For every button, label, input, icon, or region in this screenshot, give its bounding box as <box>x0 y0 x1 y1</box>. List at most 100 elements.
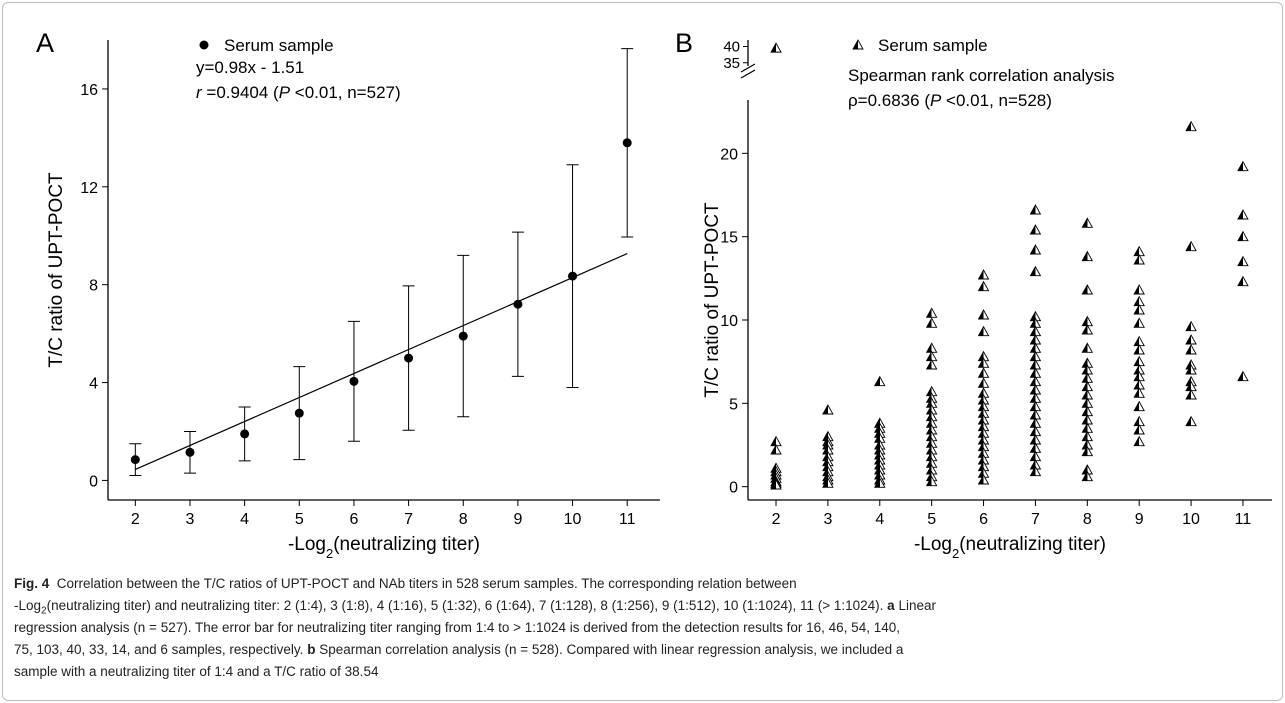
caption-run: 75, 103, 40, 33, 14, and 6 samples, resp… <box>14 642 308 657</box>
point <box>568 271 578 281</box>
annotation: r =0.9404 (P <0.01, n=527) <box>196 83 401 102</box>
point <box>770 42 782 53</box>
x-tick-label: 9 <box>1135 511 1144 528</box>
text-run: P <box>930 91 942 110</box>
point <box>1133 284 1145 295</box>
caption-run: sample with a neutralizing titer of 1:4 … <box>14 664 379 679</box>
annotation: ρ=0.6836 (P <0.01, n=528) <box>848 91 1052 110</box>
caption-run: Spearman correlation analysis (n = 528).… <box>315 642 904 657</box>
y-tick-label: 40 <box>723 39 740 56</box>
point <box>1133 254 1145 265</box>
point <box>925 317 938 328</box>
point <box>1185 364 1197 375</box>
point <box>770 479 782 490</box>
point <box>1029 465 1042 477</box>
x-tick-label: 3 <box>186 511 195 528</box>
text-run: (neutralizing titer) <box>959 534 1106 555</box>
point <box>1185 344 1197 355</box>
point <box>977 325 990 337</box>
point <box>977 269 990 280</box>
y-tick-label: 0 <box>729 480 738 497</box>
text-run: Spearman rank correlation analysis <box>848 66 1114 85</box>
x-tick-label: 5 <box>295 511 304 528</box>
point <box>1185 334 1197 345</box>
point <box>1133 387 1145 398</box>
y-tick-label: 0 <box>89 473 98 490</box>
point <box>977 367 990 378</box>
x-tick-label: 6 <box>349 511 358 528</box>
point <box>185 447 195 457</box>
caption-run: Fig. 4 <box>14 576 50 591</box>
point <box>1133 344 1145 355</box>
point <box>925 307 938 318</box>
y-tick-label: 8 <box>89 278 98 295</box>
point <box>1185 240 1197 252</box>
x-tick-label: 8 <box>459 511 468 528</box>
text-run: (neutralizing titer) <box>333 534 480 555</box>
x-tick-label: 10 <box>1182 511 1200 528</box>
point <box>1133 400 1145 412</box>
point <box>458 331 468 341</box>
point <box>1237 370 1249 382</box>
point <box>1185 320 1197 332</box>
point <box>977 357 990 368</box>
point <box>1237 230 1249 242</box>
point <box>513 299 523 309</box>
point <box>1237 209 1249 220</box>
caption-run: regression analysis (n = 527). The error… <box>14 620 900 635</box>
caption-run: Linear <box>894 598 936 613</box>
y-tick-label: 35 <box>723 55 740 72</box>
point <box>822 477 834 488</box>
x-tick-label: 2 <box>131 511 140 528</box>
annotation: y=0.98x - 1.51 <box>196 58 304 77</box>
point <box>1237 160 1249 172</box>
x-axis-label: -Log2(neutralizing titer) <box>288 534 480 561</box>
y-axis-label: T/C ratio of UPT-POCT <box>46 172 67 368</box>
y-axis-label: T/C ratio of UPT-POCT <box>702 202 723 398</box>
point <box>240 429 250 439</box>
text-run: y=0.98x - 1.51 <box>196 58 304 77</box>
point <box>1081 445 1094 457</box>
point <box>1133 304 1145 315</box>
point <box>130 455 140 465</box>
x-tick-label: 2 <box>772 511 781 528</box>
annotation: Spearman rank correlation analysis <box>848 66 1114 85</box>
text-run: -Log <box>914 534 952 555</box>
x-axis-label: -Log2(neutralizing titer) <box>914 534 1106 561</box>
text-run: =0.9404 ( <box>202 83 279 102</box>
text-run: <0.01, n=528) <box>941 91 1052 110</box>
caption-run: b <box>307 642 316 657</box>
point <box>349 376 359 386</box>
point <box>1237 255 1249 267</box>
caption-run: Correlation between the T/C ratios of UP… <box>49 576 797 591</box>
y-tick-label: 4 <box>89 376 98 393</box>
text-run: <0.01, n=527) <box>290 83 401 102</box>
x-tick-label: 10 <box>564 511 582 528</box>
caption-line: Fig. 4 Correlation between the T/C ratio… <box>14 573 1274 595</box>
panel-label: B <box>675 28 693 58</box>
point <box>1029 244 1042 255</box>
point <box>1029 204 1042 215</box>
point <box>874 375 886 387</box>
text-run: r <box>196 83 203 102</box>
caption-line: sample with a neutralizing titer of 1:4 … <box>14 661 1274 683</box>
y-tick-label: 12 <box>80 180 98 197</box>
point <box>1133 317 1145 328</box>
point <box>622 138 632 148</box>
point <box>925 359 938 370</box>
y-tick-label: 10 <box>720 313 738 330</box>
point <box>874 477 886 488</box>
caption-line: 75, 103, 40, 33, 14, and 6 samples, resp… <box>14 639 1274 661</box>
caption-line: -Log2(neutralizing titer) and neutralizi… <box>14 595 1274 617</box>
point <box>925 475 938 487</box>
point <box>822 404 834 415</box>
fit-line <box>135 253 628 470</box>
panel-label: A <box>36 28 54 58</box>
point <box>770 444 782 455</box>
y-tick-label: 20 <box>720 146 738 163</box>
point <box>1081 284 1094 295</box>
point <box>1029 224 1042 235</box>
legend-marker <box>199 40 209 50</box>
